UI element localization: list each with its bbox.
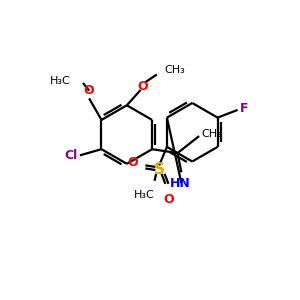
Text: O: O: [84, 84, 94, 97]
Text: HN: HN: [169, 177, 190, 190]
Text: F: F: [240, 102, 248, 115]
Text: O: O: [163, 193, 174, 206]
Text: O: O: [128, 156, 138, 169]
Text: H₃C: H₃C: [134, 190, 154, 200]
Text: CH₃: CH₃: [201, 129, 222, 139]
Text: S: S: [154, 163, 165, 178]
Text: H₃C: H₃C: [50, 76, 71, 86]
Text: CH₃: CH₃: [164, 65, 185, 75]
Text: O: O: [137, 80, 148, 93]
Text: Cl: Cl: [64, 149, 78, 162]
